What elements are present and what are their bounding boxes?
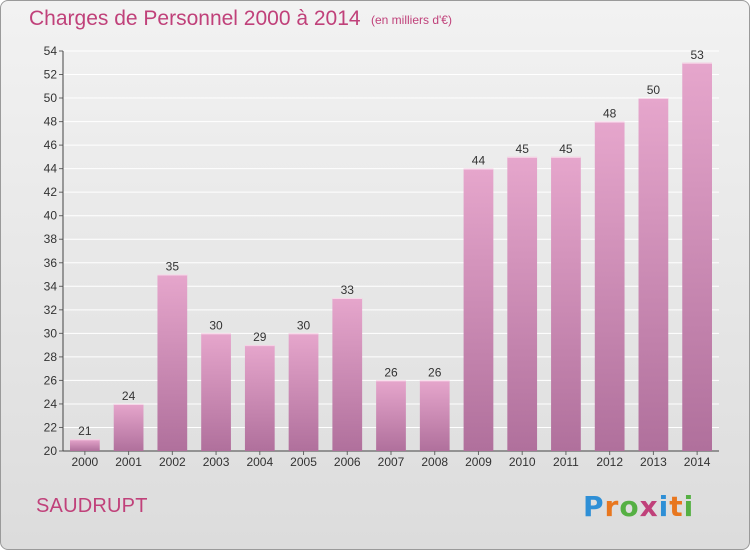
x-tick-label: 2004 (246, 455, 273, 469)
x-tick-label: 2011 (553, 455, 579, 469)
y-tick-label: 22 (44, 420, 58, 434)
y-tick-label: 36 (44, 256, 58, 270)
y-tick-label: 28 (44, 350, 58, 364)
data-label: 24 (122, 389, 136, 403)
bar (507, 156, 538, 451)
bar (69, 439, 100, 451)
data-label: 45 (559, 142, 573, 156)
x-tick-label: 2001 (115, 455, 142, 469)
chart-subtitle: (en milliers d'€) (371, 13, 452, 27)
bar (594, 121, 625, 452)
bar-chart: 20 22 24 26 28 30 32 34 36 38 40 42 44 46 48 50 52 54 21 20… (44, 44, 719, 469)
y-tick-label: 20 (44, 444, 58, 458)
y-tick-label: 52 (44, 68, 58, 82)
chart-title: Charges de Personnel 2000 à 2014 (29, 7, 361, 30)
data-label: 26 (384, 365, 398, 379)
data-label: 21 (78, 424, 92, 438)
data-label: 50 (647, 83, 661, 97)
x-tick-label: 2002 (159, 455, 186, 469)
x-tick-label: 2003 (203, 455, 230, 469)
data-label: 48 (603, 107, 617, 121)
x-tick-label: 2006 (334, 455, 361, 469)
commune-name: SAUDRUPT (36, 495, 148, 517)
bar (157, 274, 188, 451)
data-label: 30 (297, 318, 311, 332)
x-tick-label: 2013 (640, 455, 667, 469)
y-tick-label: 30 (44, 326, 58, 340)
bar (201, 333, 231, 451)
y-tick-label: 32 (44, 303, 58, 317)
x-tick-label: 2009 (465, 455, 492, 469)
x-tick-label: 2000 (72, 455, 99, 469)
data-label: 33 (341, 283, 355, 297)
y-tick-label: 50 (44, 91, 58, 105)
data-label: 53 (690, 48, 704, 62)
bar (288, 333, 319, 451)
x-tick-label: 2010 (509, 455, 536, 469)
bar (113, 403, 144, 451)
bar (244, 345, 275, 451)
y-tick-label: 38 (44, 232, 58, 246)
data-label: 44 (472, 154, 486, 168)
y-tick-label: 42 (44, 185, 58, 199)
x-tick-label: 2014 (684, 455, 711, 469)
y-tick-label: 46 (44, 138, 58, 152)
proxiti-logo[interactable]: Proxiti (583, 490, 695, 523)
data-label: 26 (428, 365, 442, 379)
x-tick-label: 2005 (290, 455, 317, 469)
y-tick-label: 34 (44, 279, 58, 293)
y-tick-label: 26 (44, 373, 58, 387)
bar (463, 168, 494, 451)
data-label: 29 (253, 330, 267, 344)
data-label: 35 (166, 260, 180, 274)
bar (682, 62, 713, 451)
bar (638, 98, 669, 451)
y-tick-label: 54 (44, 44, 58, 58)
y-tick-label: 24 (44, 397, 58, 411)
x-tick-label: 2012 (596, 455, 623, 469)
data-label: 30 (209, 318, 223, 332)
x-tick-label: 2007 (378, 455, 405, 469)
data-label: 45 (516, 142, 530, 156)
bar (332, 298, 363, 451)
y-tick-label: 40 (44, 209, 58, 223)
x-tick-label: 2008 (421, 455, 448, 469)
y-tick-label: 44 (44, 162, 58, 176)
y-tick-label: 48 (44, 115, 58, 129)
bar (551, 156, 581, 451)
bar (419, 380, 450, 451)
bar (376, 380, 406, 451)
